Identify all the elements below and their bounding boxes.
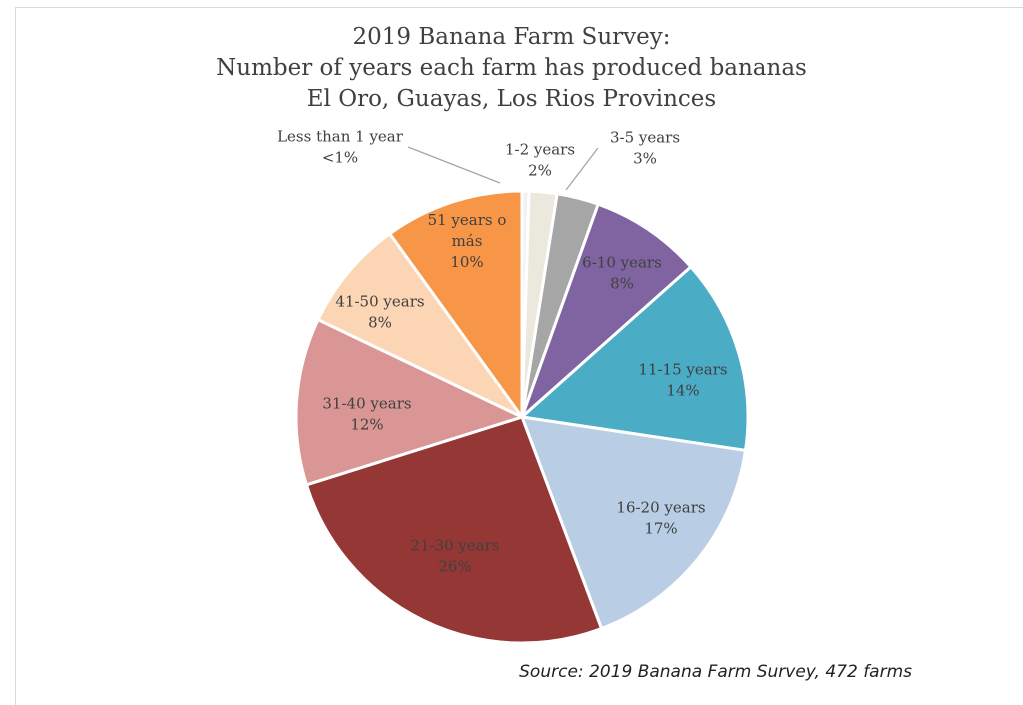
pie-slice-21-30-years — [304, 415, 604, 645]
chart-frame — [15, 7, 1023, 705]
leader-line-3-5-years — [565, 147, 599, 191]
pie-slice-31-40-years — [294, 317, 527, 487]
slice-label-16-20-years: 16-20 years 17% — [616, 499, 705, 538]
chart-title: 2019 Banana Farm Survey: Number of years… — [0, 22, 1023, 115]
pie-slice-6-10-years — [520, 202, 694, 419]
pie-slice-11-15-years — [518, 264, 750, 453]
slice-label-51-years-o-m-s: 51 years o más 10% — [428, 211, 507, 271]
pie-slice-41-50-years — [316, 231, 524, 419]
source-note: Source: 2019 Banana Farm Survey, 472 far… — [519, 662, 912, 682]
pie-slice-51-years-o-m-s — [387, 189, 524, 422]
chart-title-line-1: 2019 Banana Farm Survey: — [352, 24, 671, 50]
slice-label-6-10-years: 6-10 years 8% — [582, 254, 662, 293]
slice-label-31-40-years: 31-40 years 12% — [322, 395, 411, 434]
pie-slice-16-20-years — [519, 415, 748, 631]
slice-label-41-50-years: 41-50 years 8% — [335, 293, 424, 332]
slice-label-3-5-years: 3-5 years 3% — [610, 129, 680, 168]
slice-label-less-than-1-year: Less than 1 year <1% — [277, 128, 404, 167]
chart-title-line-2: Number of years each farm has produced b… — [216, 55, 807, 81]
slice-label-11-15-years: 11-15 years 14% — [638, 361, 727, 400]
leader-line-less-than-1-year — [407, 146, 501, 184]
chart-title-line-3: El Oro, Guayas, Los Rios Provinces — [306, 86, 717, 112]
slice-label-1-2-years: 1-2 years 2% — [505, 141, 575, 180]
slice-label-21-30-years: 21-30 years 26% — [410, 537, 499, 576]
